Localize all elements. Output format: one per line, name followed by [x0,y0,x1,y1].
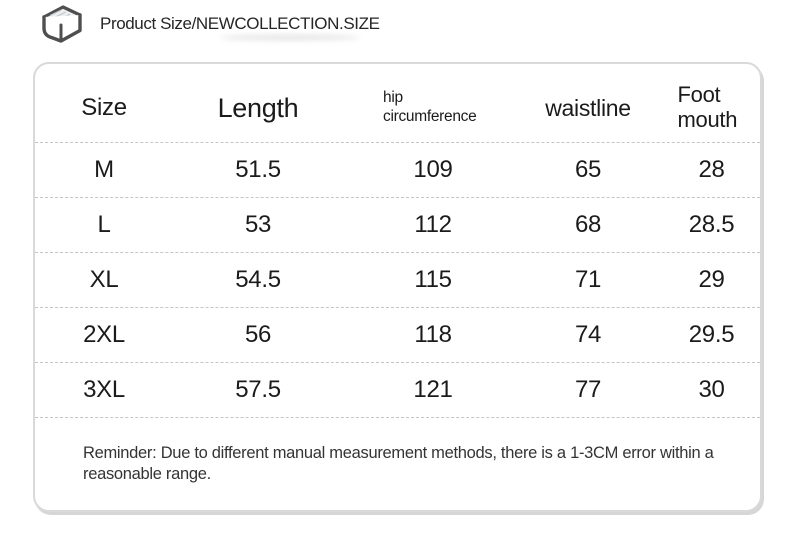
book-icon [33,3,87,45]
cell-waistline: 65 [574,156,602,183]
column-header-length: Length [217,92,299,123]
cell-length: 54.5 [235,266,281,293]
cell-size: 3XL [83,376,125,403]
table-row-2xl: 2XL 56 118 74 29.5 [35,308,760,363]
table-row-3xl: 3XL 57.5 121 77 30 [35,363,760,418]
title-smudge-decoration [220,35,360,40]
cell-length: 56 [244,321,272,348]
cell-size: L [97,211,111,238]
column-header-size: Size [81,94,127,121]
size-chart-card: Size Length hip circumference waistline … [33,62,762,512]
page-header: Product Size/NEWCOLLECTION.SIZE [0,0,790,46]
table-row-m: M 51.5 109 65 28 [35,143,760,198]
reminder-note: Reminder: Due to different manual measur… [83,444,714,483]
column-header-waistline: waistline [545,94,631,121]
cell-waistline: 71 [574,266,602,293]
title-wrap: Product Size/NEWCOLLECTION.SIZE [100,14,380,40]
cell-foot-mouth: 29.5 [688,321,735,348]
cell-waistline: 74 [574,321,602,348]
cell-hip: 109 [413,156,453,183]
hip-circumference-label: hip circumference [383,89,477,125]
foot-mouth-label: Foot mouth [677,82,738,132]
cell-length: 57.5 [235,376,281,403]
cell-length: 51.5 [235,156,281,183]
cell-hip: 118 [414,321,452,348]
cell-waistline: 68 [574,211,602,238]
table-header-row: Size Length hip circumference waistline … [35,64,760,143]
cell-foot-mouth: 29 [698,266,725,293]
cell-size: 2XL [83,321,125,348]
column-header-foot-mouth: Foot mouth [653,82,760,133]
column-header-hip-circumference: hip circumference [343,89,523,126]
cell-size: XL [89,266,119,293]
cell-hip: 112 [414,211,452,238]
table-row-xl: XL 54.5 115 71 29 [35,253,760,308]
cell-foot-mouth: 30 [698,376,725,403]
size-chart-page: Product Size/NEWCOLLECTION.SIZE Size Len… [0,0,790,512]
cell-hip: 121 [413,376,453,403]
cell-foot-mouth: 28.5 [688,211,735,238]
cell-waistline: 77 [574,376,602,403]
cell-size: M [94,156,114,183]
table-row-l: L 53 112 68 28.5 [35,198,760,253]
cell-length: 53 [244,211,272,238]
cell-hip: 115 [414,266,452,293]
page-title: Product Size/NEWCOLLECTION.SIZE [100,14,380,33]
cell-foot-mouth: 28 [698,156,725,183]
